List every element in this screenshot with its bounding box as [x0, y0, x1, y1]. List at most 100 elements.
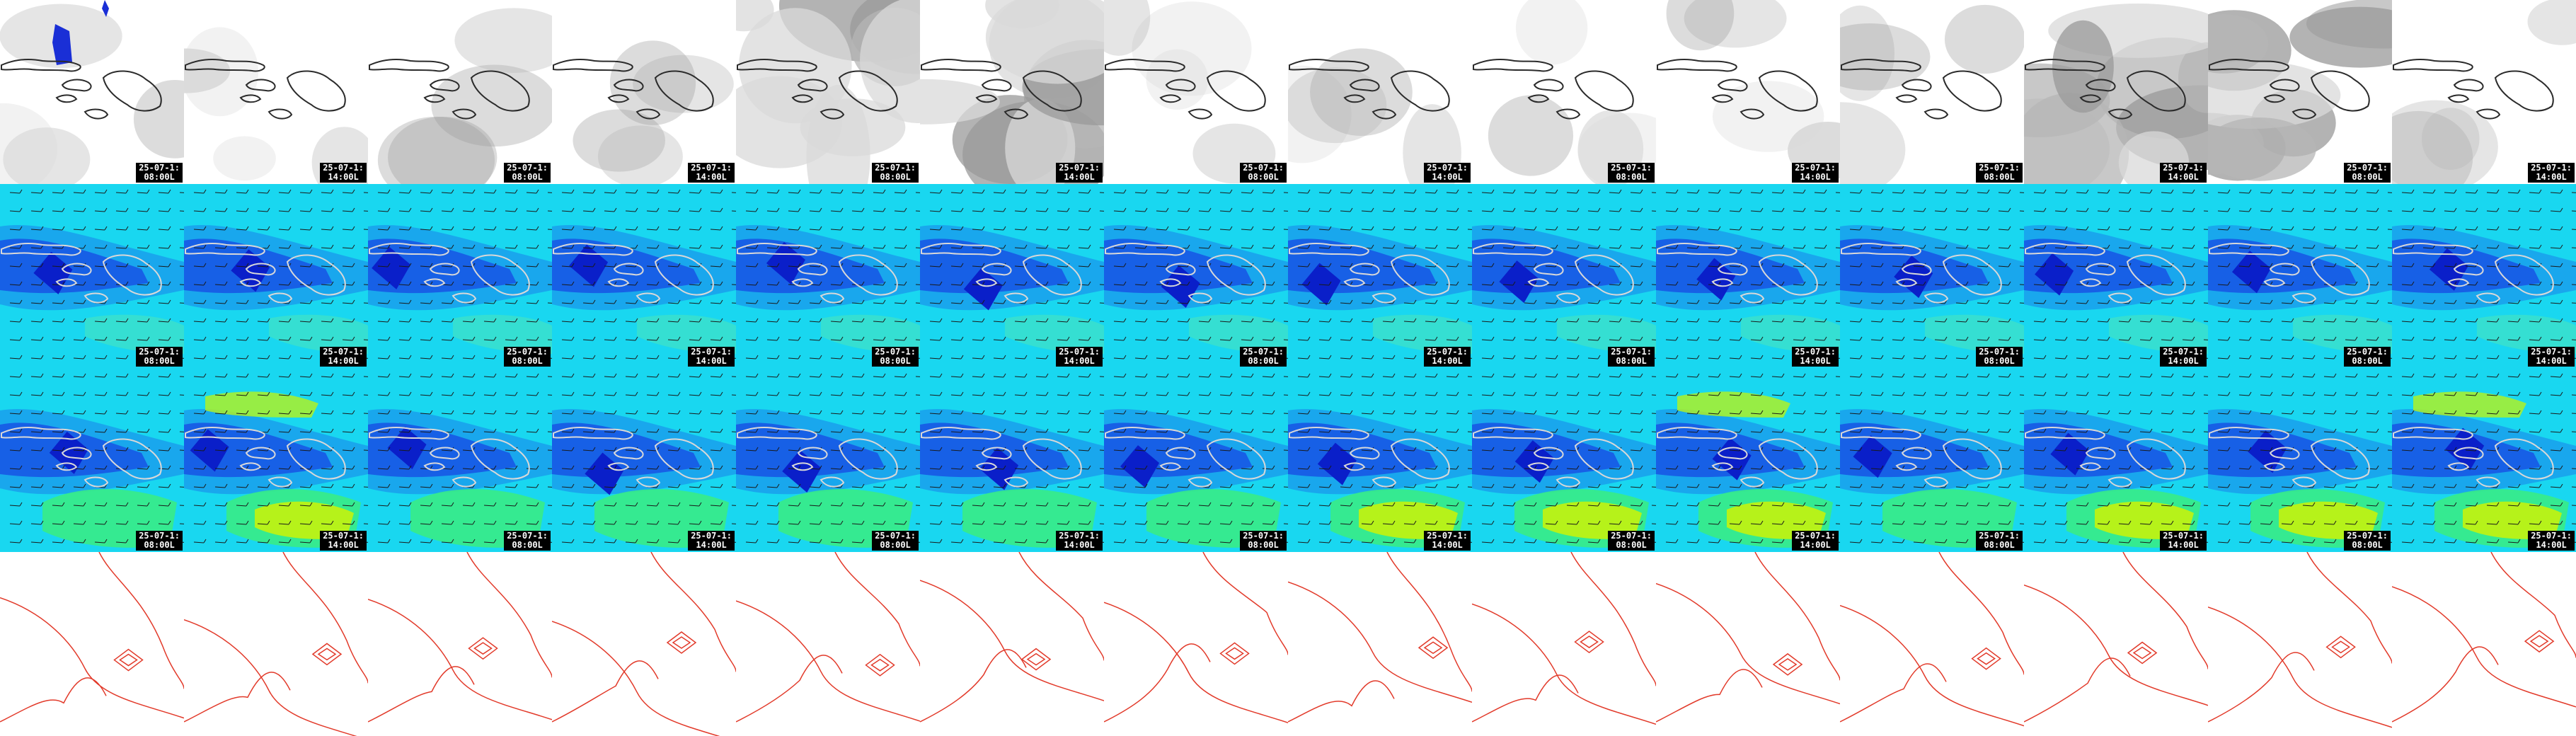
forecast-tile-cloud[interactable]: 25-07-1: 14:00L [184, 0, 368, 184]
wind-barb-icon [2161, 483, 2174, 488]
wind-barb-icon [2366, 281, 2379, 286]
wind-barb-icon [2203, 468, 2208, 469]
forecast-tile-wind-surface[interactable]: 25-07-1: 08:00L [0, 184, 184, 368]
forecast-tile-pressure-contours[interactable] [920, 552, 1104, 736]
forecast-tile-cloud[interactable]: 25-07-1: 08:00L [2208, 0, 2392, 184]
wind-barb-icon [1870, 391, 1884, 396]
wind-barb-icon [2486, 465, 2500, 470]
cloud-cover-area [2392, 110, 2473, 184]
wind-barb-icon [1870, 189, 1884, 194]
forecast-tile-wind-upper[interactable]: 25-07-1: 08:00L [1104, 368, 1288, 552]
forecast-tile-cloud[interactable]: 25-07-1: 14:00L [2024, 0, 2208, 184]
forecast-tile-wind-surface[interactable]: 25-07-1: 08:00L [368, 184, 552, 368]
forecast-tile-pressure-contours[interactable] [2208, 552, 2392, 736]
wind-barb-icon [1318, 318, 1332, 323]
island-outline [268, 292, 293, 304]
forecast-tile-wind-upper[interactable]: 25-07-1: 08:00L [0, 368, 184, 552]
forecast-tile-wind-upper[interactable]: 25-07-1: 14:00L [552, 368, 736, 552]
forecast-tile-wind-surface[interactable]: 25-07-1: 08:00L [1104, 184, 1288, 368]
forecast-tile-wind-surface[interactable]: 25-07-1: 08:00L [2208, 184, 2392, 368]
wind-barb-icon [179, 523, 184, 524]
island-outline [1473, 59, 1553, 72]
wind-barb-icon [1665, 520, 1679, 525]
wind-barb-icon [710, 520, 723, 525]
forecast-tile-wind-surface[interactable]: 25-07-1: 14:00L [184, 184, 368, 368]
forecast-tile-pressure-contours[interactable] [0, 552, 184, 736]
forecast-tile-wind-surface[interactable]: 25-07-1: 14:00L [1288, 184, 1472, 368]
wind-barb-icon [731, 505, 736, 506]
wind-barb-icon [1425, 502, 1438, 507]
wind-barb-icon [809, 502, 822, 507]
wind-barb-icon [1446, 299, 1459, 304]
forecast-tile-wind-surface[interactable]: 25-07-1: 14:00L [1656, 184, 1840, 368]
forecast-tile-cloud[interactable]: 25-07-1: 14:00L [2392, 0, 2576, 184]
forecast-tile-wind-surface[interactable]: 25-07-1: 14:00L [552, 184, 736, 368]
forecast-tile-cloud[interactable]: 25-07-1: 14:00L [1656, 0, 1840, 184]
forecast-tile-cloud[interactable]: 25-07-1: 08:00L [1840, 0, 2024, 184]
forecast-tile-pressure-contours[interactable] [1472, 552, 1656, 736]
wind-barb-icon [1113, 465, 1127, 470]
forecast-tile-wind-upper[interactable]: 25-07-1: 08:00L [1840, 368, 2024, 552]
wind-barb-icon [1382, 539, 1396, 544]
forecast-tile-cloud[interactable]: 25-07-1: 14:00L [920, 0, 1104, 184]
forecast-tile-pressure-contours[interactable] [184, 552, 368, 736]
wind-barb-icon [2422, 410, 2436, 415]
forecast-tile-wind-upper[interactable]: 25-07-1: 14:00L [1288, 368, 1472, 552]
forecast-tile-pressure-contours[interactable] [1288, 552, 1472, 736]
wind-barb-icon [2033, 391, 2047, 396]
forecast-tile-wind-surface[interactable]: 25-07-1: 14:00L [2024, 184, 2208, 368]
forecast-tile-cloud[interactable]: 25-07-1: 08:00L [736, 0, 920, 184]
forecast-tile-cloud[interactable]: 25-07-1: 08:00L [1472, 0, 1656, 184]
forecast-tile-cloud[interactable]: 25-07-1: 08:00L [368, 0, 552, 184]
wind-barb-icon [1750, 189, 1764, 194]
forecast-tile-wind-upper[interactable]: 25-07-1: 08:00L [1472, 368, 1656, 552]
forecast-tile-wind-upper[interactable]: 25-07-1: 14:00L [1656, 368, 1840, 552]
forecast-tile-cloud[interactable]: 25-07-1: 14:00L [552, 0, 736, 184]
island-outline [820, 476, 845, 488]
wind-barb-icon [1078, 318, 1091, 323]
forecast-tile-pressure-contours[interactable] [368, 552, 552, 736]
forecast-tile-wind-upper[interactable]: 25-07-1: 14:00L [2392, 368, 2576, 552]
forecast-tile-pressure-contours[interactable] [736, 552, 920, 736]
forecast-tile-pressure-contours[interactable] [1104, 552, 1288, 736]
wind-barb-icon [342, 410, 355, 415]
forecast-tile-wind-surface[interactable]: 25-07-1: 14:00L [2392, 184, 2576, 368]
forecast-tile-pressure-contours[interactable] [2392, 552, 2576, 736]
forecast-tile-pressure-contours[interactable] [552, 552, 736, 736]
timestamp-time: 08:00L [880, 356, 911, 366]
forecast-tile-wind-upper[interactable]: 25-07-1: 14:00L [184, 368, 368, 552]
forecast-tile-wind-upper[interactable]: 25-07-1: 14:00L [2024, 368, 2208, 552]
forecast-tile-wind-upper[interactable]: 25-07-1: 14:00L [920, 368, 1104, 552]
forecast-tile-pressure-contours[interactable] [1840, 552, 2024, 736]
forecast-tile-pressure-contours[interactable] [2024, 552, 2208, 736]
forecast-tile-wind-upper[interactable]: 25-07-1: 08:00L [368, 368, 552, 552]
wind-barb-icon [420, 447, 433, 452]
wind-barb-icon [851, 391, 865, 396]
forecast-tile-wind-surface[interactable]: 25-07-1: 14:00L [920, 184, 1104, 368]
forecast-tile-cloud[interactable]: 25-07-1: 08:00L [0, 0, 184, 184]
forecast-tile-cloud[interactable]: 25-07-1: 08:00L [1104, 0, 1288, 184]
forecast-tile-wind-upper[interactable]: 25-07-1: 08:00L [736, 368, 920, 552]
wind-barb-icon [1913, 207, 1926, 212]
cloud-cover-area [133, 80, 184, 159]
pressure-contour-closed [2524, 630, 2555, 653]
wind-barb-icon [193, 410, 207, 415]
forecast-tile-cloud[interactable]: 25-07-1: 14:00L [1288, 0, 1472, 184]
wind-barb-icon [1913, 483, 1926, 488]
forecast-tile-pressure-contours[interactable] [1656, 552, 1840, 736]
island-outline [1349, 79, 1380, 92]
wind-barb-icon [915, 210, 920, 212]
wind-barb-icon [73, 502, 86, 507]
forecast-tile-wind-surface[interactable]: 25-07-1: 08:00L [1840, 184, 2024, 368]
wind-barb-icon [950, 263, 964, 268]
wind-barb-icon [2345, 318, 2358, 323]
forecast-tile-wind-upper[interactable]: 25-07-1: 08:00L [2208, 368, 2392, 552]
wind-barb-icon [1134, 465, 1148, 470]
forecast-tile-wind-surface[interactable]: 25-07-1: 08:00L [1472, 184, 1656, 368]
wind-barb-icon [873, 483, 886, 488]
wind-barb-icon [2345, 391, 2358, 396]
wind-barb-icon [1198, 318, 1212, 323]
island-outline [2476, 476, 2501, 488]
forecast-tile-wind-surface[interactable]: 25-07-1: 08:00L [736, 184, 920, 368]
wind-barb-icon [1035, 299, 1049, 304]
